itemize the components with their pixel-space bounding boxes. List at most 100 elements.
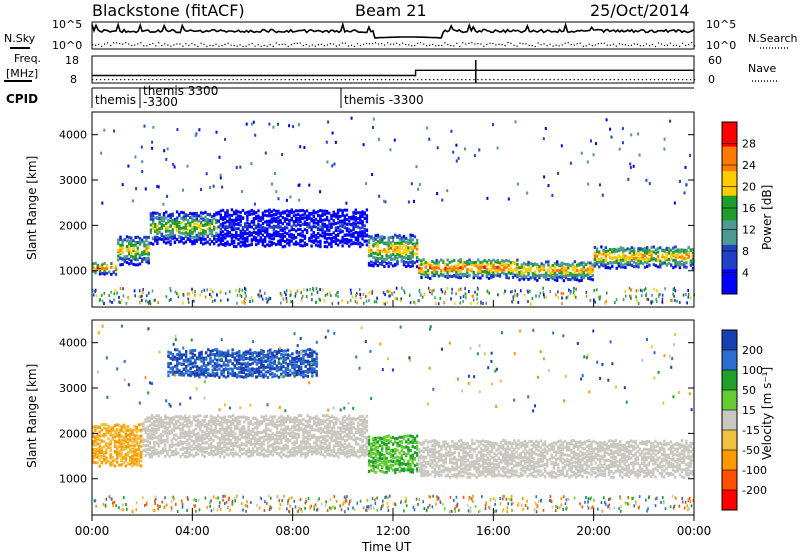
power-cell — [255, 236, 258, 240]
power-cell — [437, 274, 441, 278]
velocity-cell — [185, 350, 188, 354]
velocity-cell — [328, 441, 331, 445]
power-cell — [268, 233, 271, 237]
power-cell — [481, 270, 484, 274]
velocity-cell — [236, 423, 239, 427]
power-cell — [411, 238, 414, 242]
velocity-cell — [113, 445, 117, 449]
velocity-cell — [166, 452, 169, 456]
power-cell — [237, 214, 240, 218]
power-cell — [598, 296, 601, 300]
power-cell — [160, 222, 163, 226]
nsearch-point — [188, 44, 190, 46]
velocity-cell — [205, 432, 209, 436]
velocity-cell — [181, 446, 184, 450]
freq-label: Freq. — [14, 52, 41, 65]
power-cell — [230, 239, 234, 243]
velocity-cell — [225, 418, 228, 422]
power-cell — [134, 236, 137, 239]
power-cell — [143, 249, 146, 253]
power-cell — [429, 263, 432, 267]
power-cell — [604, 263, 607, 267]
power-cell — [545, 271, 548, 275]
power-cell — [162, 202, 165, 206]
power-cell — [639, 252, 642, 256]
power-cell — [354, 208, 357, 212]
power-cell — [277, 211, 280, 215]
nave-point — [224, 79, 226, 81]
power-cell — [290, 239, 293, 243]
power-cell — [490, 273, 493, 277]
power-cell — [582, 276, 585, 280]
power-cell — [332, 212, 335, 216]
velocity-cell — [135, 457, 138, 461]
velocity-cell — [216, 422, 220, 426]
power-cell — [375, 300, 378, 304]
power-cell — [544, 127, 547, 130]
velocity-cell — [350, 445, 353, 449]
velocity-cell — [289, 418, 292, 422]
velocity-cell — [350, 419, 353, 423]
power-cell — [330, 239, 333, 243]
nave-point — [621, 79, 623, 81]
nave-point — [368, 79, 371, 81]
velocity-cell — [150, 437, 154, 441]
noise-tick-low-right: 10^0 — [706, 39, 736, 52]
power-cell — [476, 297, 478, 301]
power-cell — [125, 235, 129, 239]
velocity-cell — [212, 419, 215, 423]
velocity-cell — [153, 446, 156, 450]
nsearch-point — [594, 44, 596, 46]
power-cell — [268, 297, 271, 301]
velocity-cell — [98, 430, 101, 434]
power-cell — [549, 275, 552, 279]
velocity-cell — [295, 428, 298, 432]
power-cell — [356, 225, 360, 229]
velocity-cell — [194, 451, 198, 455]
velocity-cell — [310, 445, 314, 449]
power-cell — [301, 217, 304, 220]
velocity-cell — [153, 416, 156, 419]
power-cell — [394, 233, 397, 237]
power-cell — [257, 214, 260, 218]
power-cell — [268, 234, 271, 238]
velocity-cell — [168, 422, 171, 426]
nsearch-point — [654, 45, 657, 48]
velocity-cell — [159, 449, 163, 453]
velocity-cell — [227, 359, 230, 363]
velocity-cell — [135, 448, 138, 452]
power-cell — [656, 250, 660, 254]
power-cell — [494, 260, 497, 264]
power-cell — [194, 134, 197, 138]
power-cell — [303, 216, 307, 220]
velocity-cell — [189, 349, 192, 353]
power-cell — [465, 292, 468, 296]
velocity-cell — [188, 437, 191, 441]
velocity-cell — [247, 431, 250, 435]
power-cell — [246, 238, 249, 242]
nsearch-point — [384, 44, 386, 46]
velocity-cell — [271, 453, 274, 457]
power-cell — [119, 251, 122, 255]
velocity-cell — [227, 436, 230, 440]
power-cell — [435, 265, 438, 269]
power-cell — [361, 243, 364, 247]
velocity-cell — [236, 435, 239, 439]
velocity-cell — [227, 374, 230, 378]
velocity-cell — [302, 437, 305, 441]
velocity-cell — [192, 442, 195, 446]
power-cell — [503, 272, 506, 276]
velocity-cell — [157, 438, 160, 441]
power-cell — [490, 270, 493, 273]
power-cell — [217, 225, 220, 229]
velocity-cell — [187, 369, 190, 373]
velocity-cell — [352, 438, 355, 442]
velocity-cell — [203, 446, 206, 450]
power-cell — [466, 275, 469, 279]
power-cell — [286, 300, 288, 304]
velocity-cell — [343, 446, 347, 449]
power-cell — [332, 210, 335, 214]
velocity-cell — [232, 421, 235, 425]
power-cell — [145, 238, 148, 242]
power-cell — [622, 258, 625, 262]
